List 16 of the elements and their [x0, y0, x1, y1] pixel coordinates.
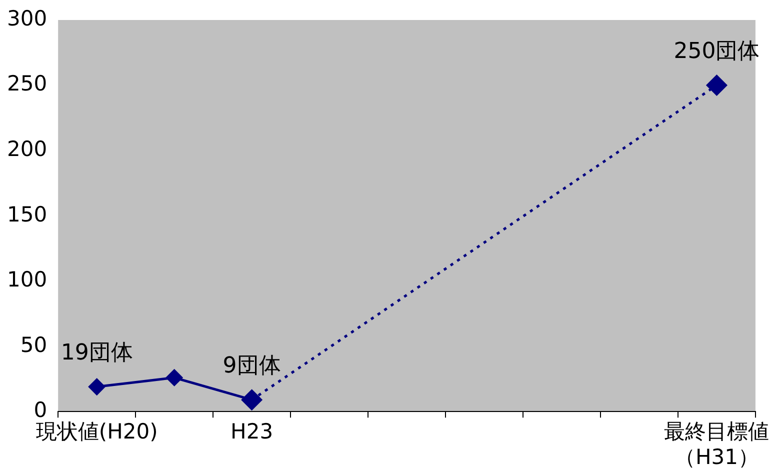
- y-tick-label: 150: [6, 202, 48, 226]
- y-tick-label: 50: [20, 332, 48, 357]
- x-tick-label: 最終目標値（H31）: [664, 420, 770, 469]
- data-label: 19団体: [60, 340, 133, 366]
- data-label: 250団体: [674, 38, 760, 64]
- x-tick-label: H23: [230, 420, 274, 444]
- y-tick-label: 100: [6, 268, 48, 292]
- y-tick-label: 200: [6, 136, 48, 161]
- point: [88, 378, 106, 396]
- point: [166, 369, 183, 386]
- y-tick-label: 0: [34, 398, 48, 422]
- y-tick-label: 300: [6, 6, 48, 30]
- point: [706, 75, 727, 96]
- data-label: 9団体: [222, 354, 281, 379]
- x-tick-label: 現状値(H20): [36, 420, 158, 444]
- y-tick-label: 250: [6, 72, 48, 96]
